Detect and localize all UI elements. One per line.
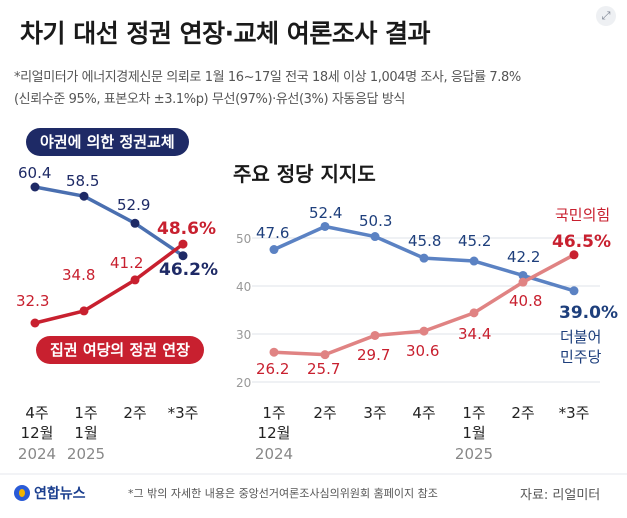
yonhap-logo-icon — [14, 485, 30, 501]
dpk-point — [518, 270, 528, 280]
chart1-month-label: 1월 — [74, 424, 97, 442]
ppp-series-name: 국민의힘 — [555, 206, 610, 224]
ruling-value-label: 41.2 — [110, 254, 143, 272]
footer-note: *그 밖의 자세한 내용은 중앙선거여론조사심의위원회 홈페이지 참조 — [128, 487, 438, 500]
y-tick-label: 30 — [236, 328, 251, 342]
chart2-year-label: 2025 — [455, 445, 493, 463]
opposition-value-label: 46.2% — [159, 260, 218, 280]
chart2-month-label: 12월 — [258, 424, 291, 442]
chart1-month-label: 12월 — [21, 424, 54, 442]
dpk-value-label: 39.0% — [559, 303, 618, 323]
y-tick-label: 20 — [236, 376, 251, 390]
dpk-value-label: 45.8 — [408, 232, 441, 250]
ppp-value-label: 30.6 — [406, 342, 439, 360]
dpk-point — [370, 232, 380, 242]
dpk-point — [469, 256, 479, 266]
opposition-point — [130, 218, 140, 228]
survey-note-line2: (신뢰수준 95%, 표본오차 ±3.1%p) 무선(97%)·유선(3%) 자… — [14, 92, 405, 107]
chart1-week-label: 2주 — [123, 404, 146, 422]
legend-opposition-change: 야권에 의한 정권교체 — [26, 128, 189, 156]
dpk-value-label: 52.4 — [309, 204, 342, 222]
ruling-point — [178, 239, 188, 249]
legend-ruling-extension: 집권 여당의 정권 연장 — [36, 336, 204, 364]
yonhap-logo: 연합뉴스 — [14, 483, 86, 503]
ppp-value-label: 46.5% — [552, 232, 611, 252]
dpk-series-name-line1: 더불어 — [560, 328, 601, 346]
ppp-value-label: 40.8 — [509, 292, 542, 310]
opposition-line — [34, 185, 184, 258]
chart1-year-label: 2024 — [18, 445, 56, 463]
ruling-point — [30, 318, 40, 328]
dpk-value-label: 47.6 — [256, 224, 289, 242]
chart2-month-label: 1월 — [462, 424, 485, 442]
ruling-line — [34, 242, 185, 325]
dpk-point — [419, 253, 429, 263]
ppp-point — [370, 330, 380, 340]
opposition-value-label: 52.9 — [117, 196, 150, 214]
dpk-point — [569, 286, 579, 296]
chart2-week-label: 2주 — [313, 404, 336, 422]
chart1-year-label: 2025 — [67, 445, 105, 463]
ruling-value-label: 34.8 — [62, 266, 95, 284]
dpk-value-label: 42.2 — [507, 248, 540, 266]
dpk-value-label: 50.3 — [359, 212, 392, 230]
opposition-value-label: 58.5 — [66, 172, 99, 190]
ruling-value-label: 48.6% — [157, 219, 216, 239]
chart1-week-label: *3주 — [168, 404, 199, 422]
y-tick-label: 40 — [236, 280, 251, 294]
chart2-week-label: 1주 — [262, 404, 285, 422]
footer-source: 자료: 리얼미터 — [520, 488, 601, 503]
y-tick-label: 50 — [236, 232, 251, 246]
chart1-week-label: 1주 — [74, 404, 97, 422]
chart1-week-label: 4주 — [25, 404, 48, 422]
ruling-point — [79, 306, 89, 316]
chart2-week-label: 2주 — [511, 404, 534, 422]
chart2-year-label: 2024 — [255, 445, 293, 463]
ruling-point — [130, 275, 140, 285]
dpk-point — [269, 245, 279, 255]
ruling-value-label: 32.3 — [16, 292, 49, 310]
party-support-title: 주요 정당 지지도 — [233, 162, 376, 186]
opposition-point — [30, 182, 40, 192]
ppp-value-label: 26.2 — [256, 360, 289, 378]
opposition-value-label: 60.4 — [18, 164, 51, 182]
dpk-point — [320, 221, 330, 231]
ppp-point — [269, 347, 279, 357]
ppp-point — [518, 277, 528, 287]
ppp-value-label: 34.4 — [458, 325, 491, 343]
dpk-series-name-line2: 민주당 — [560, 348, 602, 366]
chart2-week-label: *3주 — [559, 404, 590, 422]
opposition-point — [79, 191, 89, 201]
page-title: 차기 대선 정권 연장·교체 여론조사 결과 — [20, 19, 431, 48]
opposition-point — [178, 251, 188, 261]
ppp-point — [419, 326, 429, 336]
ppp-point — [469, 308, 479, 318]
ppp-value-label: 29.7 — [357, 346, 390, 364]
ppp-point — [320, 350, 330, 360]
chart2-week-label: 1주 — [462, 404, 485, 422]
chart2-week-label: 4주 — [412, 404, 435, 422]
expand-icon[interactable]: ⤢ — [596, 6, 616, 26]
survey-note-line1: *리얼미터가 에너지경제신문 의뢰로 1월 16~17일 전국 18세 이상 1… — [14, 70, 521, 85]
yonhap-logo-text: 연합뉴스 — [34, 486, 86, 502]
ppp-point — [569, 250, 579, 260]
ppp-value-label: 25.7 — [307, 360, 340, 378]
chart2-week-label: 3주 — [363, 404, 386, 422]
dpk-value-label: 45.2 — [458, 232, 491, 250]
